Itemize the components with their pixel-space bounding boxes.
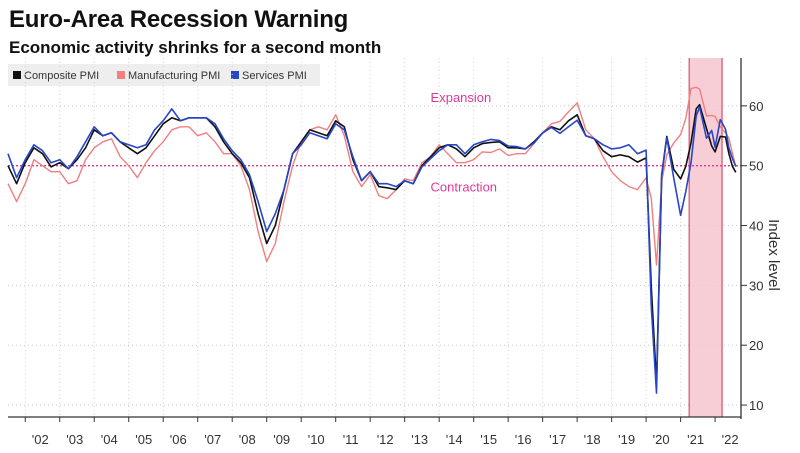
x-tick-label: '18 (584, 432, 601, 447)
gridlines (8, 58, 741, 417)
x-tick-label: '05 (135, 432, 152, 447)
x-tick-label: '08 (239, 432, 256, 447)
y-tick-label: 10 (749, 398, 763, 413)
x-tick-label: '13 (411, 432, 428, 447)
legend-swatch-services (231, 71, 239, 79)
x-tick-label: '12 (377, 432, 394, 447)
x-tick-label: '20 (653, 432, 670, 447)
x-tick-label: '09 (273, 432, 290, 447)
x-tick-label: '11 (343, 432, 359, 447)
x-tick-label: '10 (308, 432, 325, 447)
x-tick-label: '21 (687, 432, 704, 447)
x-tick-label: '04 (101, 432, 118, 447)
x-tick-label: '07 (204, 432, 221, 447)
legend-swatch-composite (13, 71, 21, 79)
y-tick-label: 20 (749, 338, 763, 353)
x-tick-label: '15 (480, 432, 497, 447)
legend-label-composite: Composite PMI (24, 70, 99, 82)
manufacturing-pmi-line (7, 86, 737, 266)
x-tick-label: '14 (446, 432, 463, 447)
legend-label-services: Services PMI (242, 70, 307, 82)
x-tick-label: '22 (722, 432, 739, 447)
x-tick-label: '06 (170, 432, 187, 447)
legend-label-manufacturing: Manufacturing PMI (128, 70, 220, 82)
annotation-contraction: Contraction (431, 180, 497, 195)
legend-background (8, 64, 320, 86)
legend: Composite PMI Manufacturing PMI Services… (8, 64, 320, 86)
chart-title: Euro-Area Recession Warning (9, 6, 349, 33)
x-tick-label: '03 (66, 432, 83, 447)
x-tick-label: '19 (618, 432, 635, 447)
y-tick-label: 50 (749, 159, 763, 174)
legend-swatch-manufacturing (117, 71, 125, 79)
y-axis-label: Index level (765, 219, 782, 291)
axes: 10 20 30 40 50 60 '02 '03 '04 '05 '06 '07 '08 '09 '10 '… (8, 58, 763, 447)
series-lines (7, 86, 737, 394)
y-tick-label: 60 (749, 99, 763, 114)
annotation-expansion: Expansion (431, 90, 492, 105)
annotations: Expansion Contraction (431, 90, 497, 195)
y-tick-label: 40 (749, 219, 763, 234)
chart-subtitle: Economic activity shrinks for a second m… (9, 38, 382, 57)
x-tick-label: '16 (515, 432, 532, 447)
composite-pmi-line (7, 103, 737, 385)
y-tick-label: 30 (749, 278, 763, 293)
services-pmi-line (7, 106, 737, 394)
x-tick-label: '17 (549, 432, 566, 447)
x-tick-label: '02 (32, 432, 49, 447)
